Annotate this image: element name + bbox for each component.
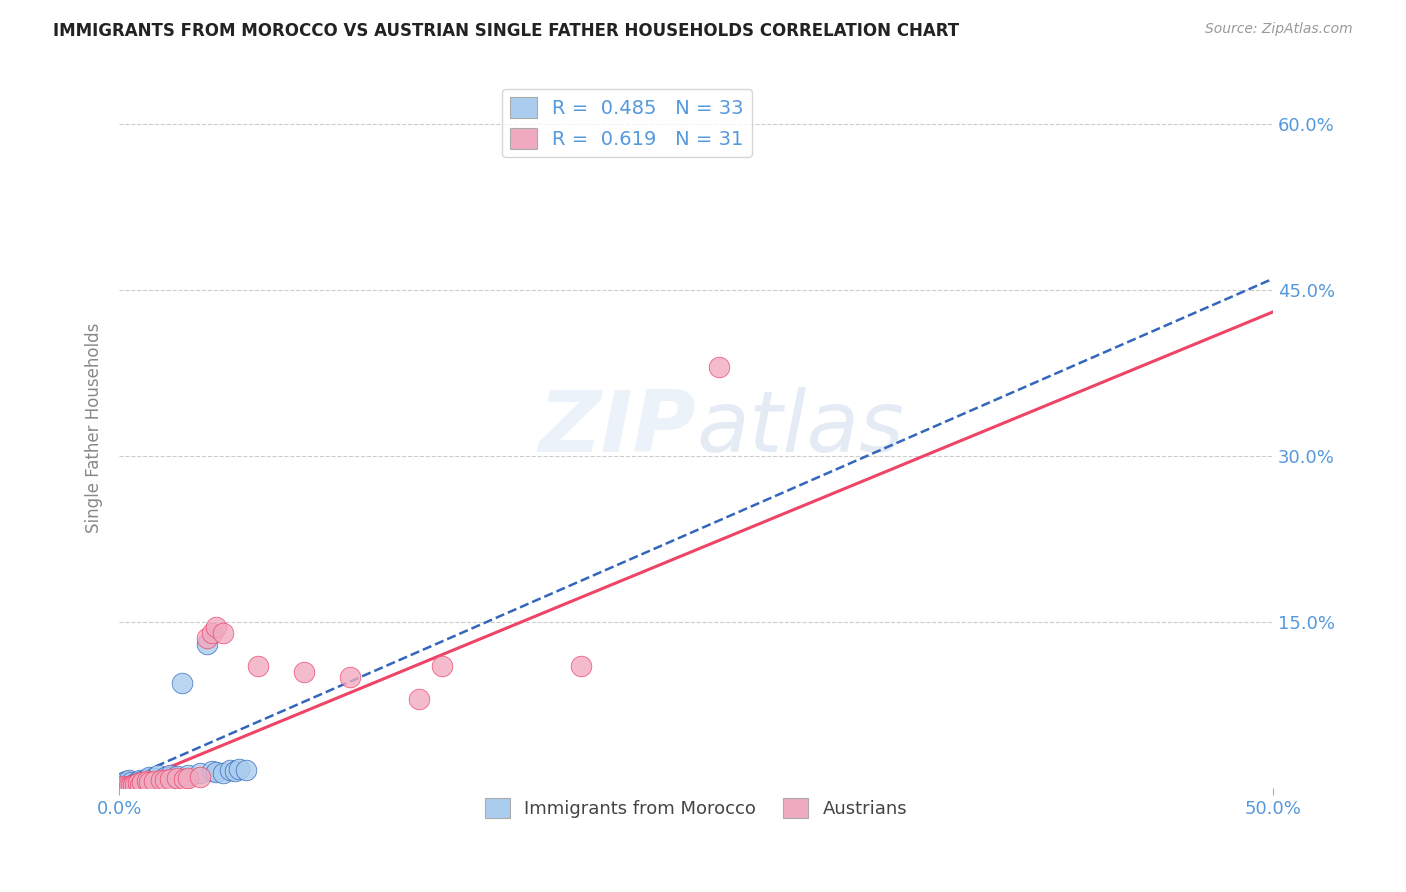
- Point: [159, 772, 181, 786]
- Point: [177, 767, 200, 781]
- Point: [142, 771, 165, 785]
- Point: [170, 675, 193, 690]
- Point: [177, 771, 200, 785]
- Point: [292, 665, 315, 679]
- Point: [707, 360, 730, 375]
- Point: [205, 765, 228, 780]
- Point: [117, 778, 139, 792]
- Point: [166, 769, 188, 783]
- Point: [110, 779, 132, 793]
- Point: [166, 771, 188, 785]
- Point: [159, 767, 181, 781]
- Text: Source: ZipAtlas.com: Source: ZipAtlas.com: [1205, 22, 1353, 37]
- Point: [219, 763, 242, 777]
- Point: [122, 778, 145, 792]
- Point: [205, 620, 228, 634]
- Point: [228, 762, 250, 776]
- Y-axis label: Single Father Households: Single Father Households: [86, 323, 103, 533]
- Point: [148, 767, 170, 781]
- Point: [115, 780, 138, 794]
- Point: [432, 659, 454, 673]
- Point: [188, 766, 211, 780]
- Point: [138, 775, 160, 789]
- Text: atlas: atlas: [696, 387, 904, 470]
- Point: [110, 780, 132, 794]
- Point: [408, 692, 430, 706]
- Point: [195, 632, 218, 646]
- Point: [136, 772, 159, 786]
- Point: [115, 780, 138, 794]
- Point: [224, 764, 246, 779]
- Point: [124, 776, 146, 790]
- Point: [212, 766, 235, 780]
- Point: [200, 626, 222, 640]
- Point: [110, 776, 132, 790]
- Point: [339, 670, 361, 684]
- Point: [124, 778, 146, 792]
- Point: [120, 779, 142, 793]
- Point: [173, 772, 195, 786]
- Point: [235, 763, 257, 777]
- Point: [155, 770, 177, 784]
- Point: [112, 779, 135, 793]
- Point: [149, 773, 172, 788]
- Point: [117, 773, 139, 788]
- Point: [131, 774, 153, 789]
- Point: [112, 779, 135, 793]
- Point: [142, 774, 165, 789]
- Legend: Immigrants from Morocco, Austrians: Immigrants from Morocco, Austrians: [477, 791, 915, 826]
- Point: [115, 774, 138, 789]
- Text: IMMIGRANTS FROM MOROCCO VS AUSTRIAN SINGLE FATHER HOUSEHOLDS CORRELATION CHART: IMMIGRANTS FROM MOROCCO VS AUSTRIAN SING…: [53, 22, 959, 40]
- Point: [212, 626, 235, 640]
- Point: [120, 779, 142, 793]
- Point: [127, 775, 149, 789]
- Point: [117, 779, 139, 793]
- Text: ZIP: ZIP: [538, 387, 696, 470]
- Point: [120, 775, 142, 789]
- Point: [200, 764, 222, 779]
- Point: [155, 773, 177, 788]
- Point: [127, 776, 149, 790]
- Point: [138, 770, 160, 784]
- Point: [112, 775, 135, 789]
- Point: [129, 773, 152, 788]
- Point: [246, 659, 269, 673]
- Point: [195, 637, 218, 651]
- Point: [569, 659, 592, 673]
- Point: [129, 778, 152, 792]
- Point: [188, 770, 211, 784]
- Point: [131, 775, 153, 789]
- Point: [136, 774, 159, 789]
- Point: [122, 778, 145, 792]
